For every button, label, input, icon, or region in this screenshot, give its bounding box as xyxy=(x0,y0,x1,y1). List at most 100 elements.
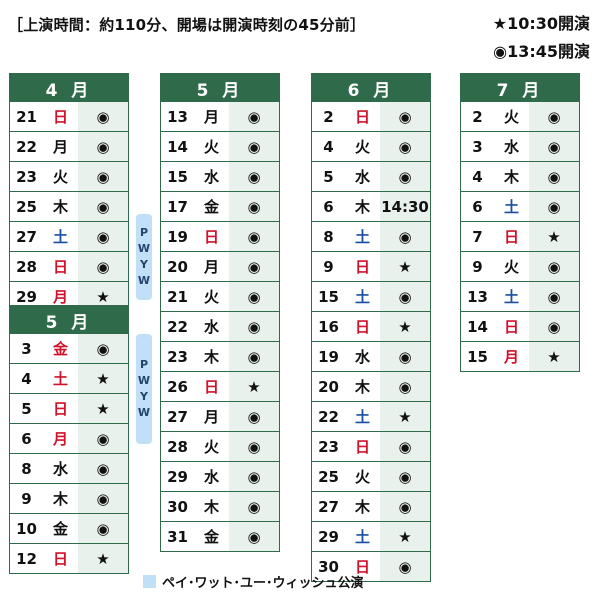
circle-icon: ◉ xyxy=(229,311,280,342)
date-cell: 27 xyxy=(160,401,194,432)
circle-icon: ◉ xyxy=(380,461,431,492)
weekday-cell: 木 xyxy=(194,341,229,372)
legend-circle-text: 13:45開演 xyxy=(507,42,590,61)
date-cell: 31 xyxy=(167,527,188,546)
weekday-cell: 水 xyxy=(194,311,229,342)
circle-icon: ◉ xyxy=(229,521,280,552)
schedule-row: 8 土 ◉ xyxy=(311,221,431,252)
circle-icon: ◉ xyxy=(229,401,280,432)
weekday-cell: 土 xyxy=(494,281,529,312)
schedule-row: 8 水 ◉ xyxy=(9,453,129,484)
schedule-row: 31 金 ◉ xyxy=(161,521,280,552)
schedule-row: 21 日 ◉ xyxy=(9,102,129,132)
star-icon: ★ xyxy=(380,251,431,282)
circle-icon: ◉ xyxy=(529,191,580,222)
schedule-row: 28 火 ◉ xyxy=(160,431,280,462)
date-cell: 17 xyxy=(160,191,194,222)
header-note: ［上演時間：約110分、開場は開演時刻の45分前］ xyxy=(8,16,366,34)
circle-icon: ◉ xyxy=(229,251,280,282)
date-cell: 25 xyxy=(9,191,43,222)
date-cell: 26 xyxy=(160,371,194,402)
circle-icon: ◉ xyxy=(380,102,431,132)
date-cell: 6 xyxy=(311,191,345,222)
month-title: 6 月 xyxy=(311,73,431,102)
legend-circle: ◉13:45開演 xyxy=(493,38,590,62)
weekday-cell: 水 xyxy=(345,161,380,192)
weekday-cell: 金 xyxy=(43,513,78,544)
weekday-cell: 水 xyxy=(494,131,529,162)
date-cell: 28 xyxy=(9,251,43,282)
circle-icon: ◉ xyxy=(78,221,129,252)
date-cell: 19 xyxy=(160,221,194,252)
weekday-cell: 金 xyxy=(203,528,219,546)
month-title: 4 月 xyxy=(9,73,129,102)
date-cell: 6 xyxy=(9,423,43,454)
date-cell: 16 xyxy=(311,311,345,342)
date-cell: 4 xyxy=(311,131,345,162)
weekday-cell: 金 xyxy=(43,334,78,364)
circle-icon: ◉ xyxy=(380,161,431,192)
schedule-row: 23 火 ◉ xyxy=(9,161,129,192)
date-cell: 20 xyxy=(160,251,194,282)
date-cell: 3 xyxy=(9,334,43,364)
weekday-cell: 日 xyxy=(345,431,380,462)
date-cell: 21 xyxy=(160,281,194,312)
weekday-cell: 火 xyxy=(194,431,229,462)
circle-icon: ◉ xyxy=(78,334,129,364)
circle-icon: ◉ xyxy=(78,131,129,162)
schedule-row: 12 日 ★ xyxy=(10,543,129,574)
circle-icon: ◉ xyxy=(380,371,431,402)
schedule-row: 6 月 ◉ xyxy=(9,423,129,454)
schedule-row: 27 木 ◉ xyxy=(311,491,431,522)
pwyw-marker-april: P W Y W xyxy=(136,214,152,300)
weekday-cell: 日 xyxy=(52,550,68,568)
date-cell: 9 xyxy=(311,251,345,282)
schedule-row: 6 木 14:30 xyxy=(311,191,431,222)
date-cell: 2 xyxy=(311,102,345,132)
weekday-cell: 水 xyxy=(194,161,229,192)
schedule-row: 15 水 ◉ xyxy=(160,161,280,192)
date-cell: 29 xyxy=(16,287,37,306)
schedule-row: 23 木 ◉ xyxy=(160,341,280,372)
weekday-cell: 月 xyxy=(194,102,229,132)
schedule-row: 9 火 ◉ xyxy=(460,251,580,282)
weekday-cell: 火 xyxy=(194,131,229,162)
star-icon: ★ xyxy=(380,521,431,552)
date-cell: 10 xyxy=(9,513,43,544)
circle-icon: ◉ xyxy=(229,341,280,372)
month-table-may-b: 5 月 3 金 ◉ 4 土 ★ 5 日 ★ 6 月 ◉ 8 水 ◉ 9 木 ◉ 10 金 ◉ 12 日 ★ xyxy=(9,305,129,574)
schedule-row: 25 木 ◉ xyxy=(9,191,129,222)
weekday-cell: 木 xyxy=(494,161,529,192)
schedule-row: 3 水 ◉ xyxy=(460,131,580,162)
date-cell: 22 xyxy=(9,131,43,162)
schedule-row: 13 土 ◉ xyxy=(460,281,580,312)
date-cell: 13 xyxy=(460,281,494,312)
schedule-row: 14 火 ◉ xyxy=(160,131,280,162)
circle-icon: ◉ xyxy=(229,431,280,462)
circle-icon: ◉ xyxy=(529,102,580,132)
date-cell: 20 xyxy=(311,371,345,402)
month-table-july: 7 月 2 火 ◉ 3 水 ◉ 4 木 ◉ 6 土 ◉ 7 日 ★ 9 火 ◉ 13 土 ◉ 14 日 ◉ 15 月 ★ xyxy=(460,73,580,372)
weekday-cell: 土 xyxy=(494,191,529,222)
circle-icon: ◉ xyxy=(380,131,431,162)
circle-icon: ◉ xyxy=(78,102,129,132)
circle-icon: ◉ xyxy=(229,281,280,312)
footer-text: ペイ･ワット･ユー･ウィッシュ公演 xyxy=(162,576,364,591)
weekday-cell: 日 xyxy=(345,251,380,282)
weekday-cell: 土 xyxy=(43,363,78,394)
star-icon: ★ xyxy=(78,363,129,394)
date-cell: 27 xyxy=(311,491,345,522)
star-icon: ★ xyxy=(529,341,580,372)
weekday-cell: 木 xyxy=(345,491,380,522)
circle-icon: ◉ xyxy=(493,42,508,61)
weekday-cell: 火 xyxy=(345,461,380,492)
schedule-row: 2 火 ◉ xyxy=(460,102,580,132)
date-cell: 25 xyxy=(311,461,345,492)
circle-icon: ◉ xyxy=(229,461,280,492)
weekday-cell: 土 xyxy=(345,281,380,312)
circle-icon: ◉ xyxy=(78,513,129,544)
date-cell: 2 xyxy=(460,102,494,132)
schedule-row: 25 火 ◉ xyxy=(311,461,431,492)
circle-icon: ◉ xyxy=(78,161,129,192)
schedule-row: 22 土 ★ xyxy=(311,401,431,432)
